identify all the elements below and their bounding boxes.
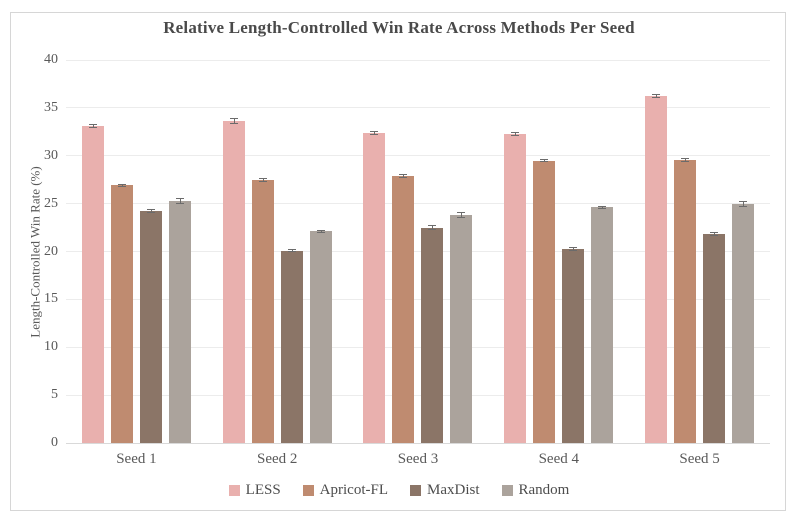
y-tick-label-25: 25	[44, 195, 58, 211]
bar-apricot-fl-seed-4	[533, 158, 556, 443]
error-bar	[88, 124, 97, 128]
gridline-5	[66, 394, 770, 396]
y-tick-label-40: 40	[44, 52, 58, 67]
chart-title: Relative Length-Controlled Win Rate Acro…	[163, 18, 635, 37]
legend-item-maxdist: MaxDist	[410, 482, 480, 499]
bar-random-seed-1	[168, 197, 191, 443]
bar-maxdist-seed-4	[562, 246, 585, 443]
legend-swatch-icon	[228, 485, 240, 496]
y-tick-label-10: 10	[44, 339, 58, 355]
bar-group-seed-1	[66, 60, 207, 443]
gridline-35	[66, 107, 770, 109]
bar-random-seed-4	[591, 205, 614, 443]
y-tick-label-30: 30	[44, 147, 58, 163]
error-bar	[175, 197, 184, 204]
error-bar	[569, 246, 578, 251]
error-bar	[511, 131, 520, 136]
error-bar	[710, 232, 719, 237]
x-tick-label-seed-5: Seed 5	[679, 451, 720, 467]
legend-swatch-icon	[410, 485, 421, 496]
bar-apricot-fl-seed-5	[674, 157, 697, 443]
gridline-10	[66, 346, 770, 348]
y-tick-label-35: 35	[44, 99, 58, 115]
gridline-30	[66, 155, 770, 157]
error-bar	[229, 118, 238, 125]
bar-maxdist-seed-5	[703, 232, 726, 443]
bar-less-seed-4	[504, 131, 527, 443]
error-bar	[258, 177, 267, 182]
error-bar	[287, 248, 296, 253]
error-bar	[428, 224, 437, 231]
legend-label: Random	[518, 482, 570, 498]
legend-item-apricot-fl: Apricot-FL	[302, 482, 388, 499]
legend-label: LESS	[245, 482, 281, 498]
x-tick-label-seed-3: Seed 3	[397, 451, 439, 467]
bar-maxdist-seed-1	[139, 209, 162, 443]
error-bar	[739, 200, 748, 207]
bar-group-seed-2	[207, 60, 348, 443]
bar-less-seed-3	[363, 130, 386, 443]
legend-item-less: LESS	[228, 482, 281, 499]
legend-swatch-icon	[501, 485, 513, 496]
error-bar	[399, 173, 408, 178]
gridline-25	[66, 203, 770, 205]
error-bar	[652, 94, 661, 99]
bar-apricot-fl-seed-3	[392, 173, 415, 443]
bar-apricot-fl-seed-2	[251, 177, 274, 443]
error-bar	[457, 212, 466, 218]
error-bar	[370, 130, 379, 135]
bar-group-seed-5	[629, 60, 770, 443]
legend-label: Apricot-FL	[319, 482, 388, 498]
error-bar	[316, 229, 325, 234]
gridline-15	[66, 298, 770, 300]
bar-apricot-fl-seed-1	[110, 183, 133, 443]
plot-area: Length-Controlled Win Rate (%) 0 5 10 15 20 2…	[28, 52, 770, 467]
error-bar	[681, 157, 690, 162]
bar-less-seed-5	[645, 94, 668, 443]
y-tick-label-15: 15	[44, 291, 58, 307]
legend-swatch-icon	[302, 485, 314, 496]
y-tick-label-20: 20	[44, 243, 58, 259]
bar-maxdist-seed-2	[280, 248, 303, 443]
error-bar	[598, 205, 607, 210]
bar-less-seed-2	[222, 118, 245, 443]
legend-item-random: Random	[501, 482, 570, 499]
error-bar	[146, 209, 155, 214]
gridline-0	[66, 442, 770, 444]
bar-group-seed-4	[488, 60, 629, 443]
bar-random-seed-5	[732, 200, 755, 443]
error-bar	[540, 158, 549, 163]
bar-random-seed-2	[309, 229, 332, 443]
y-tick-label-0: 0	[51, 435, 58, 450]
bar-less-seed-1	[81, 124, 104, 443]
gridline-20	[66, 251, 770, 252]
legend-label: MaxDist	[427, 482, 480, 498]
bar-maxdist-seed-3	[421, 224, 444, 443]
error-bar	[117, 183, 126, 188]
gridline-40	[66, 59, 770, 61]
y-tick-label-5: 5	[51, 387, 58, 403]
bar-group-seed-3	[348, 60, 489, 443]
bar-random-seed-3	[450, 212, 473, 443]
legend: LESS Apricot-FL MaxDist Random	[0, 482, 798, 499]
x-tick-label-seed-1: Seed 1	[116, 451, 157, 467]
x-tick-label-seed-4: Seed 4	[538, 451, 579, 467]
x-tick-label-seed-2: Seed 2	[256, 451, 298, 467]
